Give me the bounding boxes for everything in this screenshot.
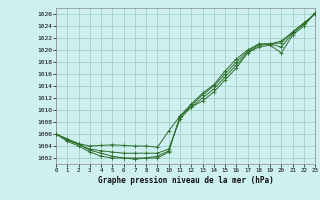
X-axis label: Graphe pression niveau de la mer (hPa): Graphe pression niveau de la mer (hPa) xyxy=(98,176,274,185)
